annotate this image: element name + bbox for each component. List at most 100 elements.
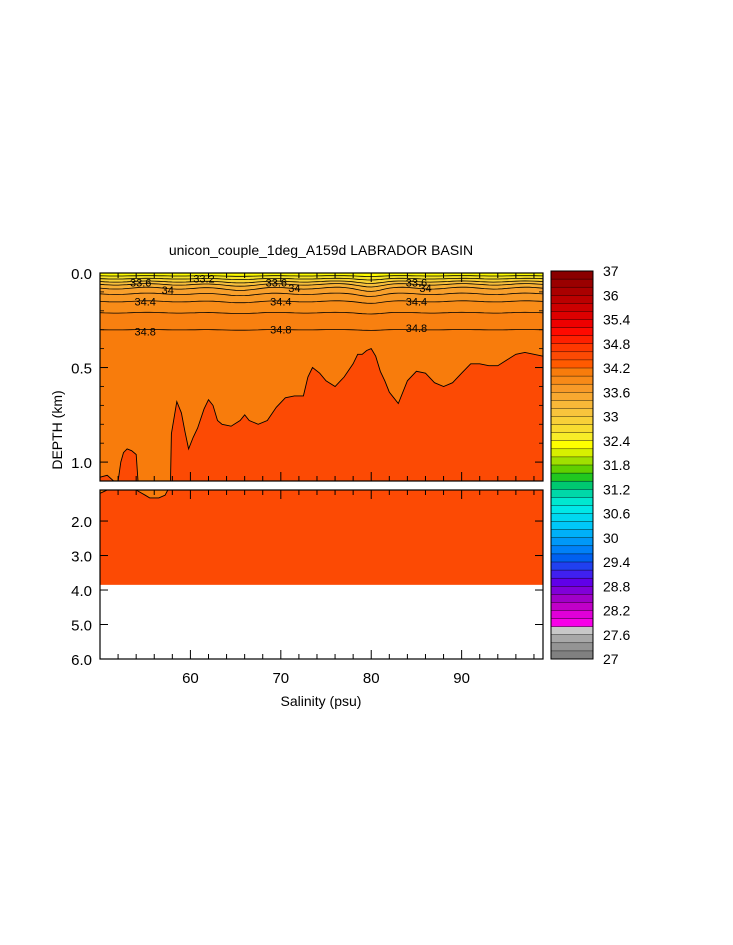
- lower-fill-orange: [100, 490, 168, 498]
- colorbar-swatch: [550, 367, 594, 377]
- lower-panel-frame: [99, 489, 544, 660]
- colorbar-swatch: [550, 529, 594, 539]
- x-axis: 60 70 80 90: [117, 273, 535, 687]
- contour-label: 34.8: [134, 327, 155, 339]
- contour-line-34.4: [100, 300, 543, 304]
- colorbar: 37 36 35.4 34.8 34.2 33.6 33 32.4 31.8 31.2 30.6 30…: [550, 263, 630, 667]
- x-tick-label: 80: [363, 670, 380, 687]
- colorbar-swatch: [550, 440, 594, 450]
- colorbar-swatch: [550, 618, 594, 628]
- colorbar-swatch: [550, 383, 594, 393]
- colorbar-label: 33: [603, 409, 619, 425]
- colorbar-swatch: [550, 303, 594, 312]
- y-tick-label: 0.5: [71, 361, 92, 378]
- contour-line-33.2: [100, 275, 543, 277]
- colorbar-swatch: [550, 642, 594, 652]
- contour-line-34.6: [100, 311, 543, 315]
- contour-line-33.4: [100, 277, 543, 281]
- colorbar-swatch: [550, 634, 594, 644]
- colorbar-swatch: [550, 432, 594, 442]
- lower-fill-deep: [100, 490, 543, 585]
- colorbar-swatch: [550, 602, 594, 612]
- x-tick-label: 90: [453, 670, 470, 687]
- contour-line-34.8: [100, 329, 543, 331]
- colorbar-swatch: [550, 400, 594, 409]
- colorbar-label: 30: [603, 530, 619, 546]
- contour-line-34: [100, 286, 543, 292]
- colorbar-label: 27.6: [603, 627, 630, 643]
- x-tick-label: 60: [182, 670, 199, 687]
- contour-label: 34.4: [134, 296, 155, 308]
- colorbar-label: 27: [603, 651, 619, 667]
- contour-label: 34.8: [270, 325, 291, 337]
- colorbar-swatch: [550, 480, 594, 490]
- colorbar-label: 29.4: [603, 554, 630, 570]
- colorbar-swatch: [550, 553, 594, 563]
- colorbar-swatch: [550, 270, 594, 280]
- contour-label: 34.8: [406, 323, 427, 335]
- colorbar-swatch: [550, 408, 594, 417]
- colorbar-swatch: [550, 286, 594, 296]
- colorbar-label: 33.6: [603, 384, 630, 400]
- colorbar-swatch: [550, 359, 594, 369]
- colorbar-label: 34.8: [603, 336, 630, 352]
- contour-line-34.2: [100, 292, 543, 297]
- contour-line-33.8: [100, 283, 543, 288]
- y-tick-label: 5.0: [71, 618, 92, 635]
- colorbar-swatch: [550, 456, 594, 466]
- colorbar-swatch: [550, 537, 594, 547]
- colorbar-swatch: [550, 497, 594, 506]
- x-tick-label: 70: [272, 670, 289, 687]
- contour-line-33.6: [100, 280, 543, 284]
- colorbar-swatch: [550, 416, 594, 426]
- contour-label: 33.6: [406, 277, 427, 289]
- colorbar-label: 37: [603, 263, 619, 279]
- colorbar-label: 31.8: [603, 457, 630, 473]
- colorbar-swatch: [550, 610, 594, 620]
- colorbar-swatch: [550, 375, 594, 385]
- colorbar-swatch: [550, 505, 594, 514]
- y-tick-label: 2.0: [71, 514, 92, 531]
- y-tick-label: 1.0: [71, 455, 92, 472]
- colorbar-swatch: [550, 521, 594, 531]
- colorbar-swatch: [550, 335, 594, 345]
- colorbar-swatch: [550, 545, 594, 555]
- colorbar-swatch: [550, 295, 594, 304]
- colorbar-swatch: [550, 626, 594, 636]
- colorbar-swatch: [550, 472, 594, 482]
- colorbar-label: 35.4: [603, 312, 630, 328]
- lower-panel: 2.0 3.0 4.0 5.0 6.0: [71, 489, 544, 669]
- colorbar-swatch: [550, 311, 594, 320]
- colorbar-swatch: [550, 489, 594, 498]
- contour-label: 33.6: [130, 277, 151, 289]
- colorbar-swatch: [550, 448, 594, 458]
- contour-line-deep: [100, 348, 543, 481]
- colorbar-label: 32.4: [603, 433, 630, 449]
- colorbar-swatch: [550, 561, 594, 571]
- colorbar-swatch: [550, 319, 594, 329]
- contour-label: 34.4: [270, 296, 291, 308]
- chart-title: unicon_couple_1deg_A159d LABRADOR BASIN: [169, 242, 473, 258]
- y-tick-label: 0.0: [71, 266, 92, 283]
- colorbar-label: 36: [603, 287, 619, 303]
- lower-contour-line: [100, 490, 169, 499]
- contour-label: 34.4: [406, 296, 427, 308]
- colorbar-swatch: [550, 569, 594, 579]
- colorbar-swatch: [550, 392, 594, 401]
- colorbar-swatch: [550, 343, 594, 353]
- colorbar-label: 28.8: [603, 578, 630, 594]
- y-axis-label: DEPTH (km): [49, 390, 65, 469]
- colorbar-swatch: [550, 424, 594, 434]
- colorbar-swatch: [550, 577, 594, 587]
- colorbar-swatch: [550, 650, 594, 660]
- contour-label: 34: [419, 283, 431, 295]
- contour-label: 34: [162, 285, 174, 297]
- colorbar-swatch: [550, 464, 594, 474]
- colorbar-swatch: [550, 594, 594, 603]
- colorbar-label: 30.6: [603, 506, 630, 522]
- colorbar-swatch: [550, 327, 594, 337]
- colorbar-label: 31.2: [603, 481, 630, 497]
- contour-label: 33.6: [266, 277, 287, 289]
